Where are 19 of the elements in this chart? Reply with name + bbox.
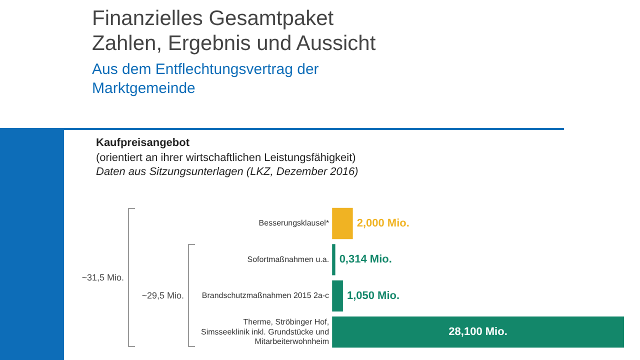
text: ~29,5 Mio. bbox=[142, 290, 184, 300]
y-tick-label: Besserungsklausel* bbox=[258, 218, 330, 228]
bar bbox=[332, 208, 353, 240]
text: (orientiert an ihrer wirtschaftlichen Leistungsfähigkeit) bbox=[96, 150, 357, 165]
bar bbox=[332, 316, 624, 348]
bar bbox=[332, 244, 336, 276]
bar bbox=[332, 280, 343, 312]
chart-title: Finanzielles Gesamtpaket Zahlen, Ergebnis und Aussicht bbox=[92, 6, 377, 56]
y-tick-label: Sofortmaßnahmen u.a. bbox=[247, 254, 330, 264]
data-label: 2,000 Mio. bbox=[356, 218, 410, 230]
data-label: 28,100 Mio. bbox=[448, 326, 508, 338]
data-label: 1,050 Mio. bbox=[346, 290, 400, 302]
text: ~31,5 Mio. bbox=[82, 272, 124, 282]
text: Aus dem Entflechtungsvertrag der Marktgemeinde bbox=[92, 60, 320, 98]
y-tick-label: Therme, Ströbinger Hof, Simsseeklinik inkl. Grundstücke und Mitarbeiterwohnheim bbox=[200, 318, 330, 346]
text: Kaufpreisangebot bbox=[96, 136, 191, 150]
y-tick-label: Brandschutzmaßnahmen 2015 2a-c bbox=[202, 291, 330, 300]
data-label: 0,314 Mio. bbox=[339, 254, 392, 266]
text: Daten aus Sitzungsunterlagen (LKZ, Dezember 2016) bbox=[96, 165, 358, 180]
